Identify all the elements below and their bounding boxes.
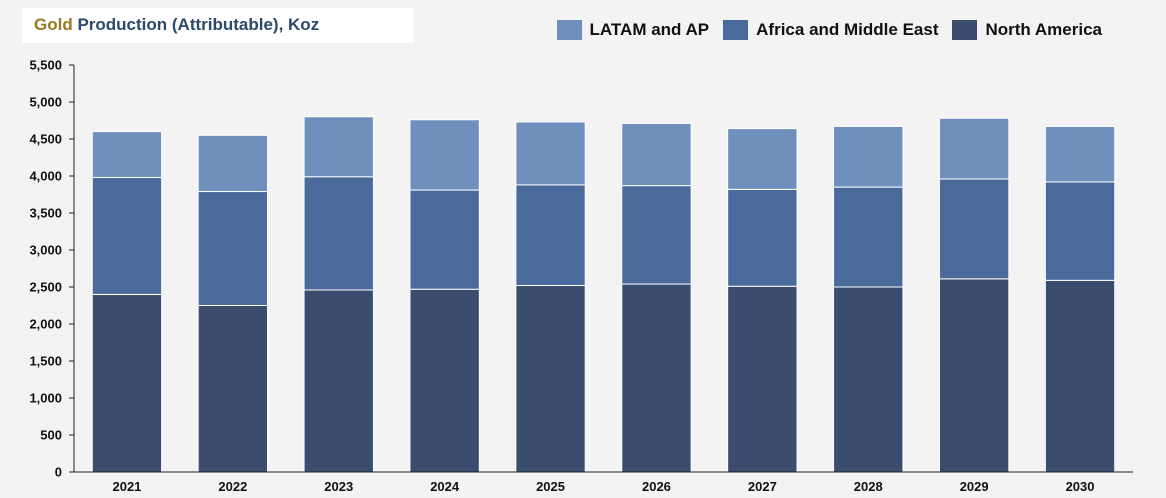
bar-segment-north-america	[197, 305, 269, 473]
x-tick-label: 2022	[218, 479, 247, 494]
x-tick-label: 2029	[960, 479, 989, 494]
bar-segment-latam-and-ap	[409, 119, 480, 191]
bar-segment-north-america	[727, 285, 798, 473]
bar-segment-africa-and-middle-east	[833, 186, 904, 288]
bar-segment-north-america	[303, 289, 374, 473]
y-tick-label: 500	[40, 428, 62, 443]
x-tick-label: 2024	[430, 479, 460, 494]
legend-label-africa: Africa and Middle East	[756, 20, 939, 39]
y-tick-label: 0	[55, 465, 62, 480]
x-tick-label: 2027	[748, 479, 777, 494]
legend-swatch-latam	[556, 20, 582, 40]
x-tick-label: 2028	[854, 479, 883, 494]
x-tick-label: 2025	[536, 479, 565, 494]
bar-segment-north-america	[1044, 279, 1116, 473]
y-tick-label: 5,000	[29, 95, 62, 110]
bar-segment-north-america	[938, 278, 1010, 473]
bar-segment-africa-and-middle-east	[938, 178, 1010, 280]
bar-segment-north-america	[409, 288, 480, 473]
bar-segment-north-america	[515, 285, 586, 473]
y-tick-label: 5,500	[29, 58, 62, 73]
bar-segment-latam-and-ap	[727, 128, 798, 190]
y-tick-label: 4,500	[29, 132, 62, 147]
bar-segment-latam-and-ap	[938, 117, 1010, 180]
y-tick-label: 3,000	[29, 243, 62, 258]
bar-segment-latam-and-ap	[303, 116, 374, 178]
bar-segment-latam-and-ap	[91, 131, 163, 178]
y-tick-label: 2,500	[29, 280, 62, 295]
bar-segment-africa-and-middle-east	[197, 191, 269, 306]
bar-segment-africa-and-middle-east	[409, 189, 480, 290]
legend-swatch-north-america	[952, 20, 978, 40]
bar-segment-latam-and-ap	[197, 134, 269, 193]
bar-segment-africa-and-middle-east	[91, 176, 163, 295]
bar-segment-latam-and-ap	[833, 125, 904, 188]
bar-segment-africa-and-middle-east	[303, 176, 374, 291]
bar-segment-latam-and-ap	[515, 121, 586, 186]
x-tick-label: 2026	[642, 479, 671, 494]
bar-segment-africa-and-middle-east	[515, 184, 586, 287]
chart-title-gold: Gold	[34, 15, 73, 34]
y-tick-label: 1,000	[29, 391, 62, 406]
y-tick-label: 3,500	[29, 206, 62, 221]
chart-legend: LATAM and AP Africa and Middle East Nort…	[556, 20, 1102, 40]
x-tick-label: 2023	[324, 479, 353, 494]
y-tick-label: 2,000	[29, 317, 62, 332]
bar-segment-latam-and-ap	[1044, 125, 1116, 183]
x-tick-label: 2030	[1066, 479, 1095, 494]
x-tick-label: 2021	[112, 479, 141, 494]
bar-segment-north-america	[91, 293, 163, 473]
chart-title-rest: Production (Attributable), Koz	[72, 15, 320, 34]
bar-segment-north-america	[833, 286, 904, 473]
y-tick-label: 1,500	[29, 354, 62, 369]
chart-title: Gold Production (Attributable), Koz	[34, 15, 319, 35]
bar-segment-africa-and-middle-east	[727, 188, 798, 287]
legend-swatch-africa	[723, 20, 749, 40]
chart-title-box: Gold Production (Attributable), Koz	[22, 8, 413, 43]
bar-segment-africa-and-middle-east	[621, 185, 692, 285]
bar-segment-africa-and-middle-east	[1044, 181, 1116, 281]
y-tick-label: 4,000	[29, 169, 62, 184]
bar-segment-north-america	[621, 283, 692, 473]
bar-segment-latam-and-ap	[621, 122, 692, 187]
legend-label-north-america: North America	[985, 20, 1102, 39]
legend-item-latam: LATAM and AP	[556, 20, 710, 40]
legend-item-africa: Africa and Middle East	[723, 20, 938, 40]
legend-item-north-america: North America	[952, 20, 1102, 40]
legend-label-latam: LATAM and AP	[589, 20, 710, 39]
